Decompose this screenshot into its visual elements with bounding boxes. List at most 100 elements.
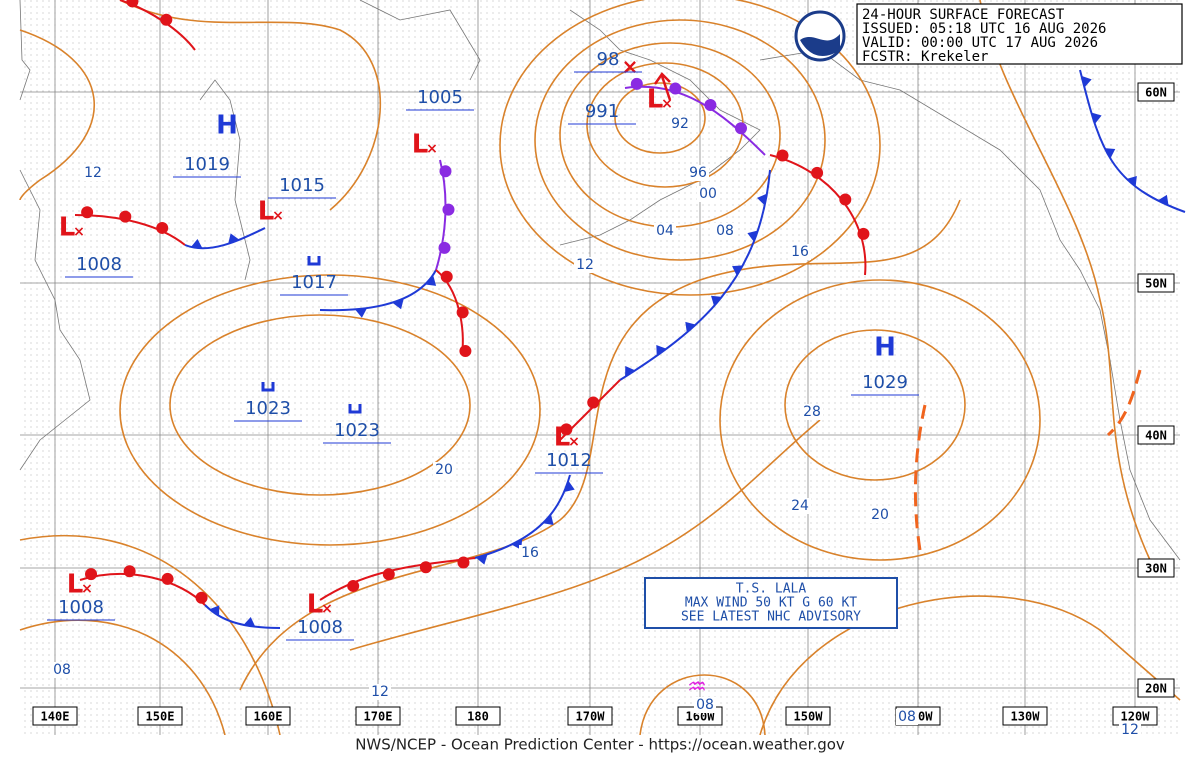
warm-front-bump [85,568,98,581]
header-line: FCSTR: Krekeler [862,49,988,65]
latitude-label: 30N [1145,562,1167,576]
isobar-label-bg [82,165,104,181]
longitude-label: 160E [254,710,283,724]
isobar-label: 12 [576,257,594,273]
isobar-label-bg [896,709,918,725]
longitude-label: 170W [576,710,606,724]
longitude-label-box [137,706,183,726]
isobar-label-bg [654,223,676,239]
warm-front-bump [382,568,395,581]
isobar-label-bg [801,404,823,420]
isobar-label: 96 [689,165,707,181]
pressure-value: 1029 [862,372,908,393]
longitude-label-box [355,706,401,726]
header-line: 24-HOUR SURFACE FORECAST [862,7,1065,23]
high-marker [261,382,275,392]
longitude-label-box [455,706,501,726]
cold-front-barb [1157,194,1169,206]
cold-front-barb [243,617,256,627]
longitude-label-box [32,706,78,726]
low-cross: × [321,601,333,617]
low-cross: × [568,434,580,450]
warm-front-bump [81,206,94,219]
longitude-label: 120W [1121,710,1151,724]
isobar-label-bg [51,662,73,678]
warm-front-bump [161,572,174,585]
isobar-label: 08 [696,697,714,713]
warm-front-bump [839,193,852,206]
isobar-label-bg [519,545,541,561]
isobar-label-bg [433,462,455,478]
warm-front-bump [857,227,870,240]
low-cross: × [272,208,284,224]
warm-front-bump [459,345,472,358]
warm-front-bump [457,556,470,569]
fronts: ♒ [74,0,1186,700]
low-symbol: L [412,130,429,160]
cold-front-barb [392,298,404,310]
longitude-label: 150W [794,710,824,724]
isobar-label-bg [687,165,709,181]
isobar-label: 12 [371,684,389,700]
isobar-label: 20 [871,507,889,523]
latitude-label-box [1137,425,1175,445]
occluded-front-bump [630,77,643,90]
warm-front-bump [195,591,208,604]
isobars [19,0,1181,736]
warm-front-bump [587,396,600,409]
isobar-label: 16 [521,545,539,561]
cold-front-barb [190,238,203,249]
isobar-label-bg [574,257,596,273]
warm-front-bump [156,221,169,234]
isobar-label: 08 [898,709,916,725]
high-marker [348,404,362,414]
warm-front-bump [126,0,139,8]
occluded-front-bump [704,98,717,111]
occluded-front-bump [734,122,747,135]
isobar-label-bg [1119,722,1141,738]
pressure-value: 1012 [546,450,592,471]
isobar-label: 24 [791,498,809,514]
low-cross: × [622,55,639,79]
cold-front-barb [542,514,554,525]
longitude-label-box [245,706,291,726]
longitude-label: 170E [364,710,393,724]
isobar-label: 16 [791,244,809,260]
pressure-value: 1019 [184,154,230,175]
cold-front-barb [757,193,767,206]
low-cross: × [73,224,85,240]
warm-front-bump [119,210,132,223]
header-line: ISSUED: 05:18 UTC 16 AUG 2026 [862,21,1106,37]
occluded-front-bump [669,82,682,95]
latitude-label-box [1137,678,1175,698]
longitude-label-box [1002,706,1048,726]
warm-front-bump [123,565,136,578]
advisory-line: SEE LATEST NHC ADVISORY [681,610,861,625]
isobar-label-bg [694,697,716,713]
cold-front-barb [732,265,743,276]
isobar-label: 08 [716,223,734,239]
low-symbol: L [258,197,275,227]
pressure-value: 1023 [245,398,291,419]
isobar-label: 20 [435,462,453,478]
footer: NWS/NCEP - Ocean Prediction Center - htt… [355,736,845,754]
cold-front-barb [425,275,437,286]
longitude-label-box [567,706,613,726]
longitude-label: 150E [146,710,175,724]
advisory-box [644,577,898,629]
warm-front-bump [347,579,360,592]
pressure-value: 1008 [58,597,104,618]
warm-front-bump [560,423,573,436]
cold-front-barb [747,230,758,242]
tropical-storm-symbol: ♒ [687,675,707,700]
labels: 140E150E160E170E180170W160W150W140W130W1… [32,49,1175,738]
cold-front-barb [1126,175,1137,187]
isobar-label: 04 [656,223,674,239]
longitude-label: 180 [467,710,489,724]
pressure-value: 1015 [279,175,325,196]
cold-front-barb [711,295,722,307]
latitude-label-box [1137,558,1175,578]
cold-front-barb [475,554,488,565]
